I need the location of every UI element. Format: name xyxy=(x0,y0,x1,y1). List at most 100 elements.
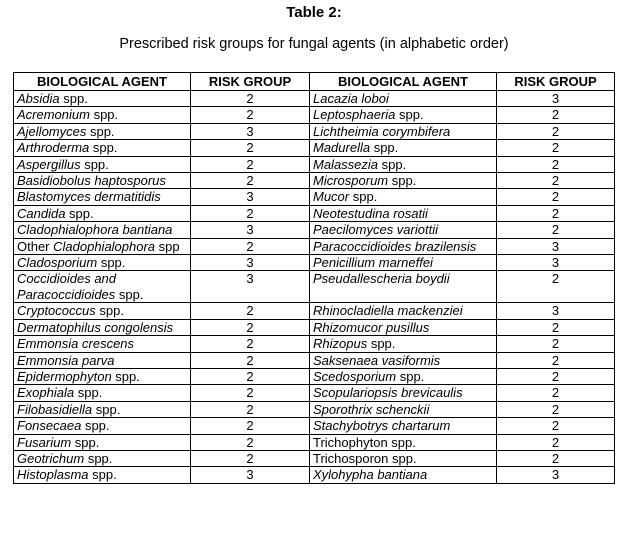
agent-genus: Paecilomyces variottii xyxy=(313,222,438,238)
agent-genus: Saksenaea vasiformis xyxy=(313,352,441,368)
risk-group-cell-right: 2 xyxy=(496,318,615,337)
table-row: Candida spp. 2 Neotestudina rosatii 2 xyxy=(13,204,615,223)
agent-genus: Pseudallescheria boydii xyxy=(313,271,450,287)
risk-group-cell-right: 2 xyxy=(496,270,615,304)
agent-suffix: spp. xyxy=(71,434,100,450)
agent-cell-right: Rhizomucor pusillus xyxy=(309,318,497,337)
table-body: Absidia spp. 2 Lacazia loboi 3 Acremonium sp… xyxy=(13,89,615,484)
agent-cell-right: Scopulariopsis brevicaulis xyxy=(309,384,497,402)
risk-group-cell-left: 2 xyxy=(190,417,310,435)
agent-suffix: spp xyxy=(155,238,180,254)
table-row: Aspergillus spp. 2 Malassezia spp. 2 xyxy=(13,155,615,174)
header-agent-right: BIOLOGICAL AGENT xyxy=(309,72,497,91)
risk-group-cell-left: 3 xyxy=(190,466,310,484)
agent-suffix: spp. xyxy=(395,107,424,123)
table-row: Exophiala spp. 2 Scopulariopsis brevicauli… xyxy=(13,384,615,402)
table-row: Epidermophyton spp. 2 Scedosporium spp. 2 xyxy=(13,367,615,386)
agent-cell-right: Leptosphaeria spp. xyxy=(309,106,497,124)
agent-genus: Emmonsia parva xyxy=(17,352,115,368)
agent-genus: Penicillium marneffei xyxy=(313,255,433,271)
risk-group-cell-right: 2 xyxy=(496,400,615,419)
risk-group-cell-right: 3 xyxy=(496,466,615,484)
agent-genus: Paracoccidioides brazilensis xyxy=(313,238,477,254)
agent-cell-left: Acremonium spp. xyxy=(13,106,191,124)
table-row: Emmonsia crescens 2 Rhizopus spp. 2 xyxy=(13,335,615,353)
risk-group-cell-right: 2 xyxy=(496,449,615,468)
risk-group-cell-left: 3 xyxy=(190,122,310,141)
risk-group-cell-left: 3 xyxy=(190,270,310,304)
agent-suffix: spp. xyxy=(92,401,121,417)
agent-cell-right: Rhizopus spp. xyxy=(309,335,497,353)
table-row: Ajellomyces spp. 3 Lichtheimia corymbifera… xyxy=(13,122,615,141)
agent-genus: Filobasidiella xyxy=(17,401,93,417)
risk-group-cell-left: 2 xyxy=(190,449,310,468)
agent-genus: Stachybotrys chartarum xyxy=(313,418,451,434)
agent-cell-left: Candida spp. xyxy=(13,204,191,223)
risk-group-cell-right: 3 xyxy=(496,254,615,272)
agent-cell-left: Exophiala spp. xyxy=(13,384,191,402)
table-row: Arthroderma spp. 2 Madurella spp. 2 xyxy=(13,139,615,157)
agent-genus: Epidermophyton xyxy=(17,368,112,384)
agent-suffix: spp. xyxy=(88,467,117,483)
risk-group-cell-right: 2 xyxy=(496,351,615,369)
risk-group-cell-right: 2 xyxy=(496,204,615,223)
agent-suffix: spp. xyxy=(378,156,407,172)
header-agent-left: BIOLOGICAL AGENT xyxy=(13,72,191,91)
agent-cell-left: Emmonsia parva xyxy=(13,351,191,369)
agent-genus: Ajellomyces xyxy=(17,123,87,139)
agent-genus: Rhizopus xyxy=(313,336,368,352)
agent-suffix: spp. xyxy=(349,189,378,205)
table-row: Dermatophilus congolensis 2 Rhizomucor pus… xyxy=(13,318,615,337)
agent-genus: Rhizomucor pusillus xyxy=(313,319,430,335)
risk-group-cell-right: 2 xyxy=(496,188,615,206)
agent-genus: Scopulariopsis brevicaulis xyxy=(313,385,463,401)
agent-cell-right: Microsporum spp. xyxy=(309,172,497,190)
risk-group-cell-left: 2 xyxy=(190,172,310,190)
agent-genus: Cladosporium xyxy=(17,255,98,271)
risk-group-cell-right: 2 xyxy=(496,221,615,239)
agent-cell-right: Neotestudina rosatii xyxy=(309,204,497,223)
agent-cell-left: Histoplasma spp. xyxy=(13,466,191,484)
agent-genus: Scedosporium xyxy=(313,368,397,384)
agent-cell-right: Paracoccidioides brazilensis xyxy=(309,237,497,256)
risk-group-cell-right: 2 xyxy=(496,122,615,141)
table-row: Histoplasma spp. 3 Xylohypha bantiana 3 xyxy=(13,466,615,484)
agent-cell-left: Filobasidiella spp. xyxy=(13,400,191,419)
agent-suffix: spp. xyxy=(84,450,113,466)
agent-genus: Absidia xyxy=(17,91,60,106)
agent-suffix: spp. xyxy=(59,91,88,106)
agent-cell-left: Blastomyces dermatitidis xyxy=(13,188,191,206)
agent-suffix: spp. xyxy=(97,255,126,271)
agent-cell-left: Absidia spp. xyxy=(13,89,191,108)
table-row: Fonsecaea spp. 2 Stachybotrys chartarum 2 xyxy=(13,417,615,435)
agent-genus: Madurella xyxy=(313,140,371,156)
risk-group-cell-right: 2 xyxy=(496,384,615,402)
agent-cell-left: Ajellomyces spp. xyxy=(13,122,191,141)
agent-cell-right: Scedosporium spp. xyxy=(309,367,497,386)
agent-suffix: spp. xyxy=(111,368,140,384)
risk-group-cell-left: 2 xyxy=(190,155,310,174)
agent-cell-left: Fonsecaea spp. xyxy=(13,417,191,435)
agent-cell-right: Madurella spp. xyxy=(309,139,497,157)
agent-cell-left: Basidiobolus haptosporus xyxy=(13,172,191,190)
header-risk-left: RISK GROUP xyxy=(190,72,310,91)
agent-genus: Lacazia loboi xyxy=(313,91,389,106)
agent-suffix: spp. xyxy=(89,140,118,156)
agent-prefix: Trichophyton spp. xyxy=(313,434,416,450)
agent-genus: Leptosphaeria xyxy=(313,107,396,123)
agent-cell-left: Epidermophyton spp. xyxy=(13,367,191,386)
risk-group-cell-left: 2 xyxy=(190,237,310,256)
agent-suffix: spp. xyxy=(80,156,109,172)
table-row: Basidiobolus haptosporus 2 Microsporum spp… xyxy=(13,172,615,190)
agent-genus: Lichtheimia corymbifera xyxy=(313,123,451,139)
risk-group-cell-left: 2 xyxy=(190,302,310,320)
table-row: Other Cladophialophora spp 2 Paracoccidioi… xyxy=(13,237,615,256)
risk-group-cell-right: 2 xyxy=(496,155,615,174)
agent-genus: Malassezia xyxy=(313,156,379,172)
agent-genus: Neotestudina rosatii xyxy=(313,205,428,221)
agent-suffix: spp. xyxy=(396,368,425,384)
agent-genus: Coccidioides and Paracoccidioides xyxy=(17,271,117,302)
agent-suffix: spp. xyxy=(74,385,103,401)
agent-suffix: spp. xyxy=(370,140,399,156)
table-row: Geotrichum spp. 2 Trichosporon spp. 2 xyxy=(13,449,615,468)
